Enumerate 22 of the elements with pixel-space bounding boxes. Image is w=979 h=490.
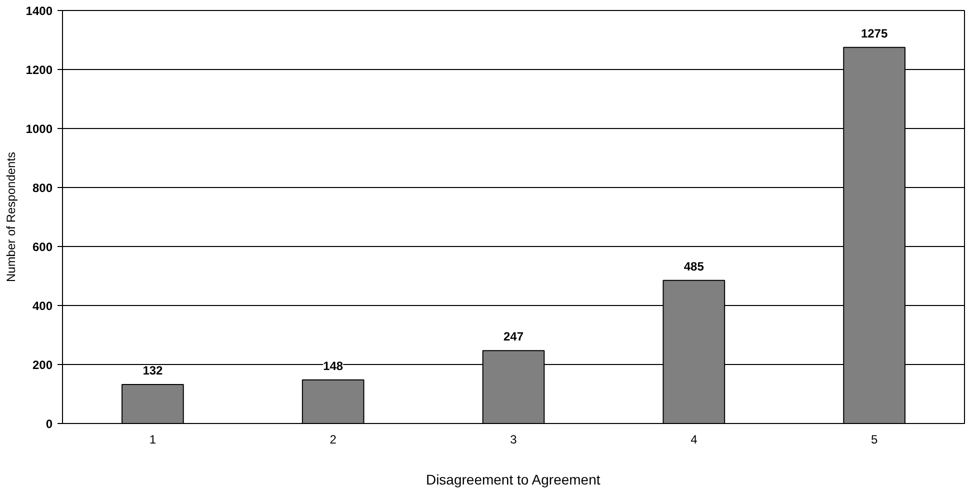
y-tick-label: 1400 xyxy=(26,4,53,18)
y-tick-label: 200 xyxy=(32,358,53,372)
x-tick-label: 4 xyxy=(690,432,698,446)
bar xyxy=(302,379,364,424)
y-tick-label: 0 xyxy=(46,417,53,431)
x-tick-label: 3 xyxy=(510,432,518,446)
y-tick-label: 1000 xyxy=(26,122,53,136)
x-tick-label: 2 xyxy=(330,432,337,446)
y-tick-label: 400 xyxy=(32,299,53,313)
y-tick-label: 600 xyxy=(32,240,53,254)
x-tick-label: 1 xyxy=(149,432,156,446)
x-tick-label: 5 xyxy=(870,432,878,446)
bar xyxy=(122,384,184,424)
y-tick-label: 800 xyxy=(32,181,53,195)
data-label: 132 xyxy=(142,364,164,378)
x-axis-title: Disagreement to Agreement xyxy=(426,472,600,488)
data-label: 148 xyxy=(323,358,344,373)
data-label: 247 xyxy=(503,330,524,344)
data-label: 1275 xyxy=(860,26,888,40)
y-axis-title: Number of Respondents xyxy=(4,152,18,282)
y-tick-label: 1200 xyxy=(26,63,53,77)
data-label: 485 xyxy=(684,259,704,274)
